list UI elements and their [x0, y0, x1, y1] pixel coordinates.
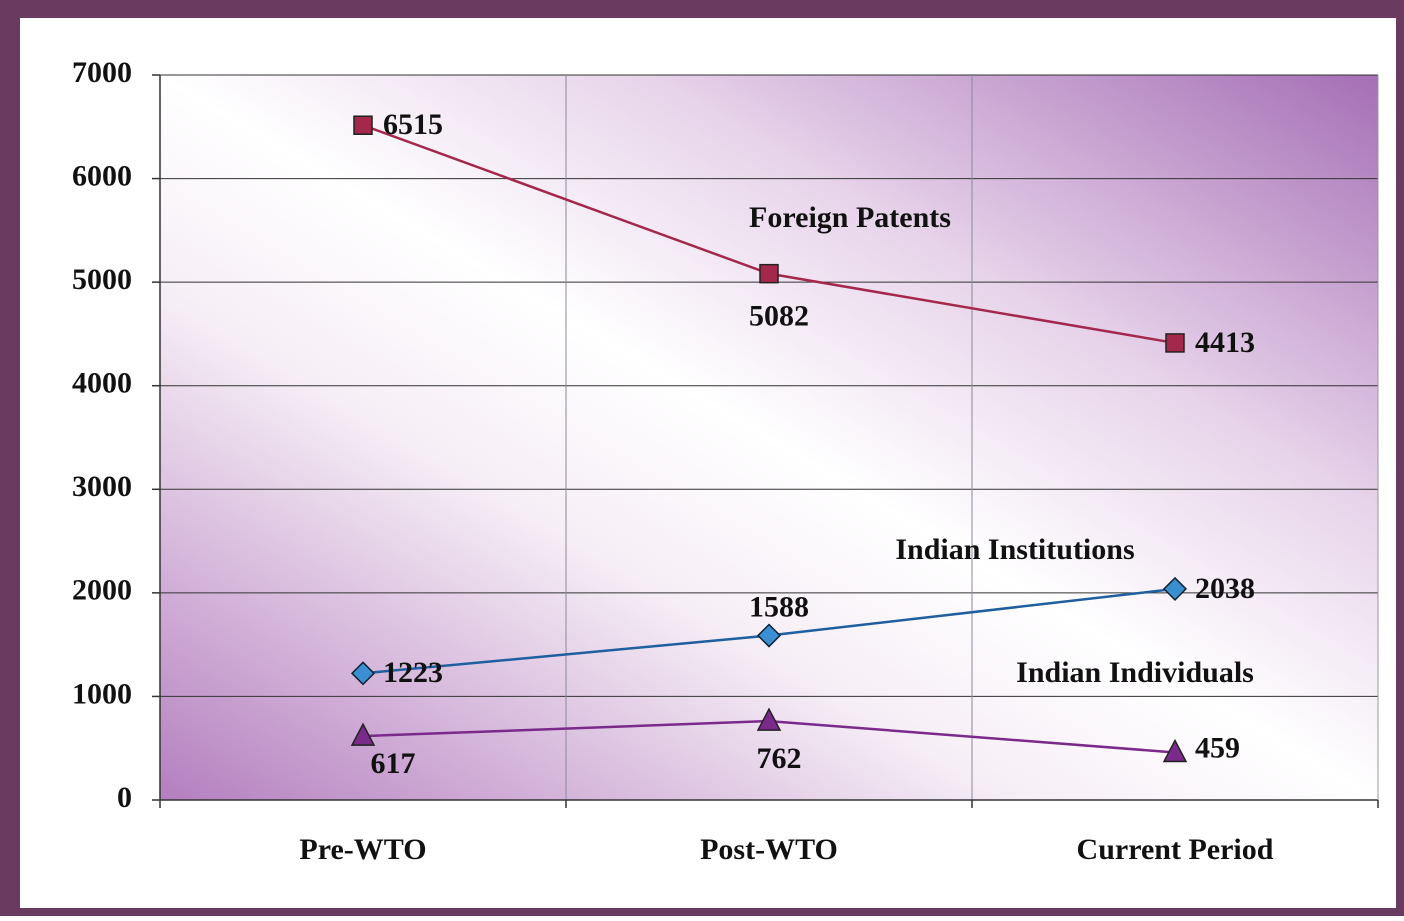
marker [756, 707, 782, 731]
data-label: 762 [757, 742, 802, 775]
y-tick-label: 6000 [72, 159, 132, 192]
marker [1162, 576, 1188, 601]
marker [756, 623, 782, 648]
marker [1162, 738, 1188, 763]
x-tick-label: Current Period [1077, 833, 1274, 866]
y-tick-label: 1000 [72, 677, 132, 710]
x-tick-label: Post-WTO [700, 833, 838, 866]
data-label: 1223 [383, 656, 443, 689]
y-tick-label: 5000 [72, 263, 132, 296]
y-tick-label: 0 [117, 781, 132, 814]
marker [759, 263, 779, 284]
y-tick-label: 7000 [72, 56, 132, 89]
data-label: 6515 [383, 108, 443, 141]
marker [353, 115, 373, 135]
series-label: Foreign Patents [749, 201, 951, 234]
x-tick-label: Pre-WTO [299, 833, 426, 866]
series-label: Indian Institutions [895, 533, 1134, 566]
data-label: 617 [371, 747, 416, 780]
data-label: 459 [1195, 731, 1240, 764]
marker [350, 722, 376, 746]
data-label: 5082 [749, 300, 809, 333]
y-tick-label: 4000 [72, 367, 132, 400]
y-tick-label: 3000 [72, 470, 132, 503]
marker [1165, 333, 1185, 353]
data-label: 1588 [749, 590, 809, 623]
marker [350, 661, 376, 686]
series-label: Indian Individuals [1016, 656, 1254, 689]
y-tick-label: 2000 [72, 574, 132, 607]
data-label: 4413 [1195, 326, 1255, 359]
plot-area [160, 75, 1378, 800]
data-label: 2038 [1195, 572, 1255, 605]
